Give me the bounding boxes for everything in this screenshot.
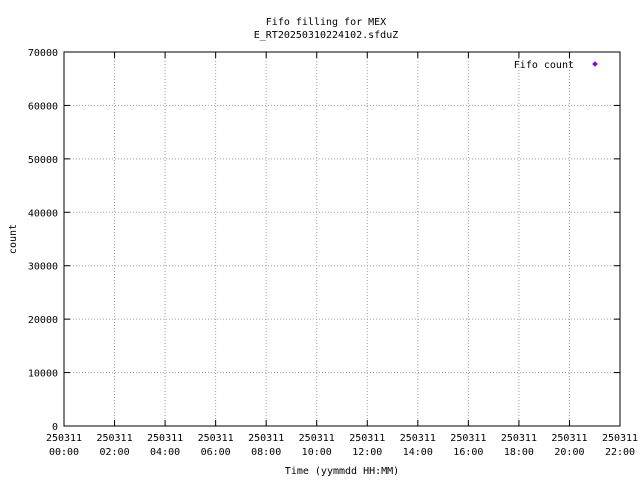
x-tick-label-time: 08:00 [251, 447, 281, 458]
x-tick-label-date: 250311 [299, 433, 335, 444]
x-tick-label-time: 00:00 [49, 447, 79, 458]
y-tick-label: 70000 [28, 48, 58, 59]
x-tick-label-time: 06:00 [201, 447, 231, 458]
plot-frame [63, 51, 621, 427]
x-axis-label: Time (yymmdd HH:MM) [285, 466, 399, 477]
legend-marker-diamond-icon [592, 61, 598, 67]
y-axis-ticks: 0 10000 20000 30000 40000 50000 60000 70000 [28, 48, 620, 433]
x-tick-label-date: 250311 [46, 433, 82, 444]
legend-label: Fifo count [514, 60, 574, 71]
x-tick-label-date: 250311 [450, 433, 486, 444]
x-tick-label-time: 10:00 [302, 447, 332, 458]
x-tick-label-date: 250311 [551, 433, 587, 444]
y-tick-label: 60000 [28, 101, 58, 112]
x-tick-label-date: 250311 [147, 433, 183, 444]
y-tick-label: 20000 [28, 315, 58, 326]
x-tick-label-time: 18:00 [504, 447, 534, 458]
x-tick-label-time: 16:00 [453, 447, 483, 458]
chart-title-line-1: Fifo filling for MEX [266, 17, 386, 28]
x-tick-label-time: 22:00 [605, 447, 635, 458]
x-tick-label-date: 250311 [501, 433, 537, 444]
x-tick-label-date: 250311 [96, 433, 132, 444]
y-tick-label: 0 [52, 422, 58, 433]
x-tick-label-time: 20:00 [554, 447, 584, 458]
y-tick-label: 30000 [28, 262, 58, 273]
x-tick-label-date: 250311 [198, 433, 234, 444]
y-axis-label: count [8, 224, 19, 254]
x-axis-ticks: 25031100:0025031102:0025031104:002503110… [46, 52, 638, 458]
x-tick-label-time: 12:00 [352, 447, 382, 458]
x-tick-label-date: 250311 [349, 433, 385, 444]
legend: Fifo count [514, 60, 598, 71]
grid [64, 52, 620, 426]
x-tick-label-date: 250311 [602, 433, 638, 444]
y-tick-label: 50000 [28, 155, 58, 166]
y-tick-label: 40000 [28, 208, 58, 219]
x-tick-label-time: 14:00 [403, 447, 433, 458]
x-tick-label-time: 02:00 [99, 447, 129, 458]
x-tick-label-date: 250311 [400, 433, 436, 444]
y-tick-label: 10000 [28, 369, 58, 380]
x-tick-label-time: 04:00 [150, 447, 180, 458]
chart-title-line-2: E_RT20250310224102.sfduZ [254, 30, 399, 41]
x-tick-label-date: 250311 [248, 433, 284, 444]
